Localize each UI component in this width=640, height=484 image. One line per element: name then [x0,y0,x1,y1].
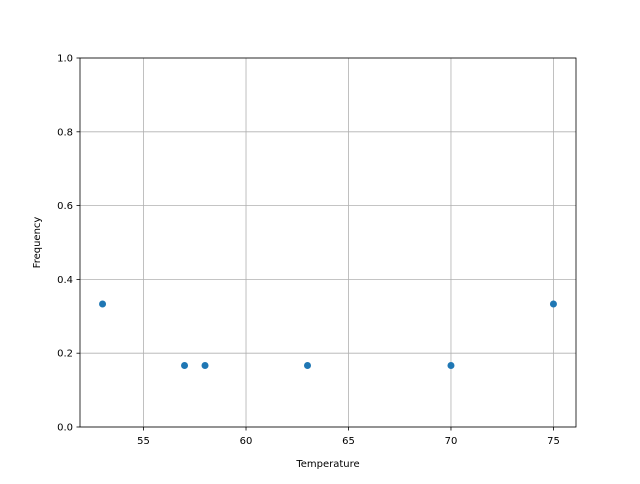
y-tick-label: 0.4 [57,275,73,286]
data-point [99,300,107,308]
y-tick-label: 0.6 [57,201,73,212]
data-point [447,361,455,369]
y-tick-label: 0.8 [57,127,73,138]
x-tick-label: 55 [137,436,150,447]
y-tick-label: 1.0 [57,54,73,65]
x-tick-label: 65 [342,436,355,447]
x-axis: 55 60 65 70 75 [137,427,560,447]
axes-frame [79,57,577,428]
grid [80,57,576,428]
data-point [549,300,557,308]
x-tick-label: 70 [445,436,458,447]
x-tick-label: 60 [240,436,253,447]
data-points [99,300,557,369]
data-point [181,361,189,369]
y-tick-label: 0.0 [57,423,73,434]
y-axis: 0.0 0.2 0.4 0.6 0.8 1.0 [57,54,80,434]
data-point [304,361,312,369]
x-tick-label: 75 [547,436,560,447]
data-point [201,361,209,369]
y-tick-label: 0.2 [57,349,73,360]
x-axis-label: Temperature [295,459,359,470]
y-axis-label: Frequency [32,217,43,269]
